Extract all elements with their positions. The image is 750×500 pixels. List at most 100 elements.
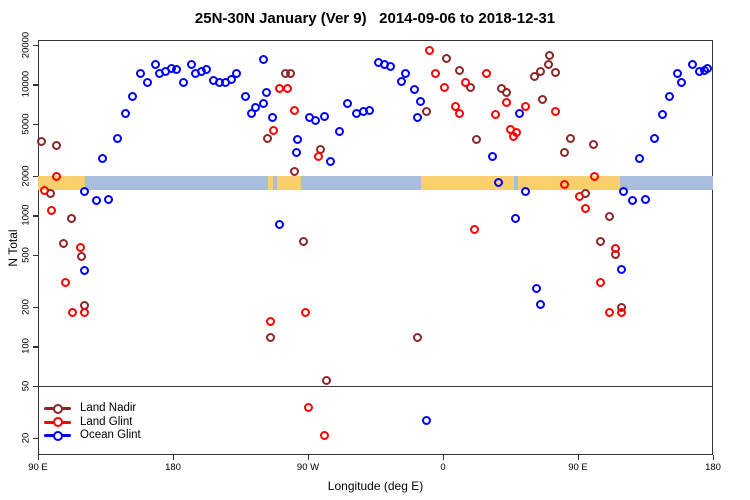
data-point-ocean-glint bbox=[702, 64, 712, 74]
y-tick bbox=[33, 45, 38, 47]
coverage-band-land bbox=[420, 176, 514, 191]
legend-row: Land Nadir bbox=[44, 402, 184, 416]
y-tick-label: 5000 bbox=[20, 113, 32, 135]
data-point-ocean-glint bbox=[227, 74, 236, 84]
data-point-ocean-glint bbox=[386, 62, 395, 72]
data-point-ocean-glint bbox=[311, 116, 320, 126]
data-point-ocean-glint bbox=[201, 65, 211, 75]
data-point-land-nadir bbox=[51, 141, 61, 151]
data-point-ocean-glint bbox=[275, 219, 284, 229]
y-tick-label: 1000 bbox=[20, 204, 32, 226]
data-point-ocean-glint bbox=[413, 113, 422, 123]
data-point-ocean-glint bbox=[267, 113, 277, 123]
data-point-land-glint bbox=[590, 171, 599, 181]
data-point-ocean-glint bbox=[521, 187, 530, 197]
y-tick-label: 10000 bbox=[20, 71, 32, 98]
data-point-land-glint bbox=[314, 151, 323, 161]
data-point-ocean-glint bbox=[293, 134, 302, 144]
y-tick-label: 2000 bbox=[20, 165, 32, 187]
data-point-land-nadir bbox=[545, 51, 554, 61]
data-point-land-glint bbox=[303, 403, 313, 413]
data-point-land-nadir bbox=[605, 212, 614, 222]
coverage-band-land bbox=[277, 176, 301, 191]
coverage-band-ocean bbox=[513, 176, 518, 191]
data-point-land-glint bbox=[39, 185, 49, 195]
data-point-land-glint bbox=[575, 191, 584, 201]
legend-symbol-circle bbox=[53, 403, 63, 414]
data-point-land-glint bbox=[611, 243, 620, 253]
data-point-ocean-glint bbox=[179, 77, 188, 87]
data-point-ocean-glint bbox=[92, 196, 101, 206]
data-point-land-glint bbox=[581, 204, 590, 214]
x-tick bbox=[308, 455, 310, 460]
chart-title: 25N-30N January (Ver 9) 2014-09-06 to 20… bbox=[194, 10, 556, 27]
y-axis-label: N Total bbox=[6, 228, 20, 267]
data-point-ocean-glint bbox=[104, 194, 113, 204]
data-point-land-nadir bbox=[266, 333, 275, 343]
data-point-ocean-glint bbox=[240, 92, 250, 102]
plot-area bbox=[38, 40, 713, 455]
y-tick bbox=[33, 176, 38, 178]
coverage-band-land bbox=[518, 176, 620, 191]
data-point-ocean-glint bbox=[80, 266, 89, 276]
y-tick-label: 100 bbox=[20, 338, 32, 355]
data-point-land-nadir bbox=[471, 135, 481, 145]
data-point-land-glint bbox=[290, 106, 299, 116]
data-point-ocean-glint bbox=[98, 153, 107, 163]
data-point-land-glint bbox=[440, 82, 449, 92]
data-point-land-glint bbox=[509, 132, 518, 142]
data-point-land-glint bbox=[560, 180, 569, 190]
data-point-land-glint bbox=[605, 308, 614, 318]
y-tick bbox=[33, 385, 38, 388]
data-point-land-glint bbox=[320, 430, 329, 440]
data-point-land-glint bbox=[521, 102, 530, 112]
data-point-land-nadir bbox=[441, 53, 451, 63]
data-point-ocean-glint bbox=[150, 59, 160, 69]
y-tick bbox=[33, 346, 38, 348]
x-tick bbox=[578, 455, 580, 460]
y-tick bbox=[33, 84, 38, 86]
data-point-ocean-glint bbox=[531, 283, 541, 293]
data-point-land-nadir bbox=[36, 137, 46, 147]
data-point-ocean-glint bbox=[326, 157, 335, 167]
data-point-land-nadir bbox=[413, 333, 422, 343]
coverage-band-ocean bbox=[272, 176, 278, 191]
data-point-land-nadir bbox=[596, 237, 605, 247]
legend-row: Land Glint bbox=[44, 416, 184, 430]
x-axis-label: Longitude (deg E) bbox=[327, 479, 424, 493]
data-point-ocean-glint bbox=[416, 97, 425, 107]
y-tick-label: 200 bbox=[20, 299, 32, 315]
legend-symbol-circle bbox=[53, 417, 63, 427]
data-point-land-nadir bbox=[560, 148, 569, 158]
data-point-ocean-glint bbox=[258, 54, 268, 64]
y-tick bbox=[33, 123, 38, 126]
legend-label: Ocean Glint bbox=[80, 429, 141, 441]
data-point-ocean-glint bbox=[113, 133, 122, 143]
y-tick-label: 500 bbox=[20, 246, 32, 263]
data-point-ocean-glint bbox=[128, 92, 137, 102]
data-point-ocean-glint bbox=[617, 265, 626, 275]
data-point-land-glint bbox=[501, 97, 511, 107]
data-point-land-glint bbox=[68, 308, 77, 318]
x-tick-label: 90 E bbox=[568, 462, 588, 473]
data-point-land-nadir bbox=[59, 238, 68, 248]
y-tick bbox=[33, 215, 38, 217]
data-point-land-nadir bbox=[290, 167, 299, 177]
data-point-ocean-glint bbox=[422, 416, 431, 426]
data-point-ocean-glint bbox=[515, 108, 524, 118]
data-point-land-nadir bbox=[77, 251, 86, 261]
data-point-land-glint bbox=[455, 108, 464, 118]
data-point-land-glint bbox=[269, 126, 278, 136]
data-point-land-glint bbox=[617, 308, 626, 318]
data-point-land-glint bbox=[596, 277, 605, 287]
data-point-ocean-glint bbox=[342, 98, 352, 108]
y-tick-label: 50 bbox=[20, 380, 32, 392]
legend-symbol-circle bbox=[53, 430, 63, 441]
data-point-ocean-glint bbox=[657, 109, 667, 119]
data-point-land-glint bbox=[425, 45, 434, 55]
data-point-ocean-glint bbox=[488, 152, 497, 162]
y-tick bbox=[33, 438, 38, 440]
data-point-land-glint bbox=[461, 78, 470, 88]
data-point-ocean-glint bbox=[665, 92, 674, 102]
